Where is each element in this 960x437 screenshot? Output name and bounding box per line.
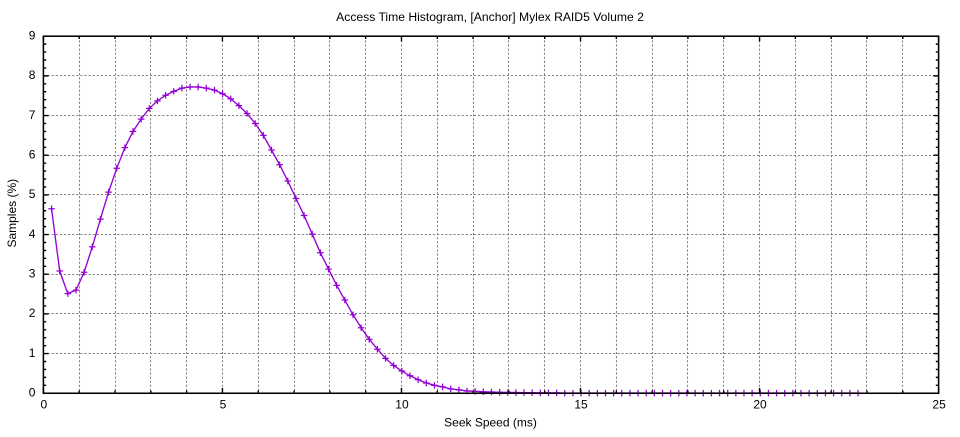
- svg-text:4: 4: [29, 227, 36, 241]
- svg-text:15: 15: [574, 397, 588, 411]
- svg-text:Seek Speed (ms): Seek Speed (ms): [444, 416, 537, 430]
- svg-text:1: 1: [29, 346, 36, 360]
- svg-text:20: 20: [753, 397, 767, 411]
- svg-text:Access Time Histogram, [Anchor: Access Time Histogram, [Anchor] Mylex RA…: [336, 10, 644, 24]
- svg-text:6: 6: [29, 148, 36, 162]
- svg-text:5: 5: [29, 187, 36, 201]
- svg-text:10: 10: [395, 397, 409, 411]
- svg-text:0: 0: [41, 397, 48, 411]
- svg-text:Samples (%): Samples (%): [5, 179, 19, 248]
- svg-text:8: 8: [29, 68, 36, 82]
- svg-text:2: 2: [29, 306, 36, 320]
- svg-text:7: 7: [29, 108, 36, 122]
- svg-text:0: 0: [29, 386, 36, 400]
- svg-text:25: 25: [932, 397, 946, 411]
- svg-text:5: 5: [220, 397, 227, 411]
- svg-text:9: 9: [29, 29, 36, 43]
- svg-text:3: 3: [29, 267, 36, 281]
